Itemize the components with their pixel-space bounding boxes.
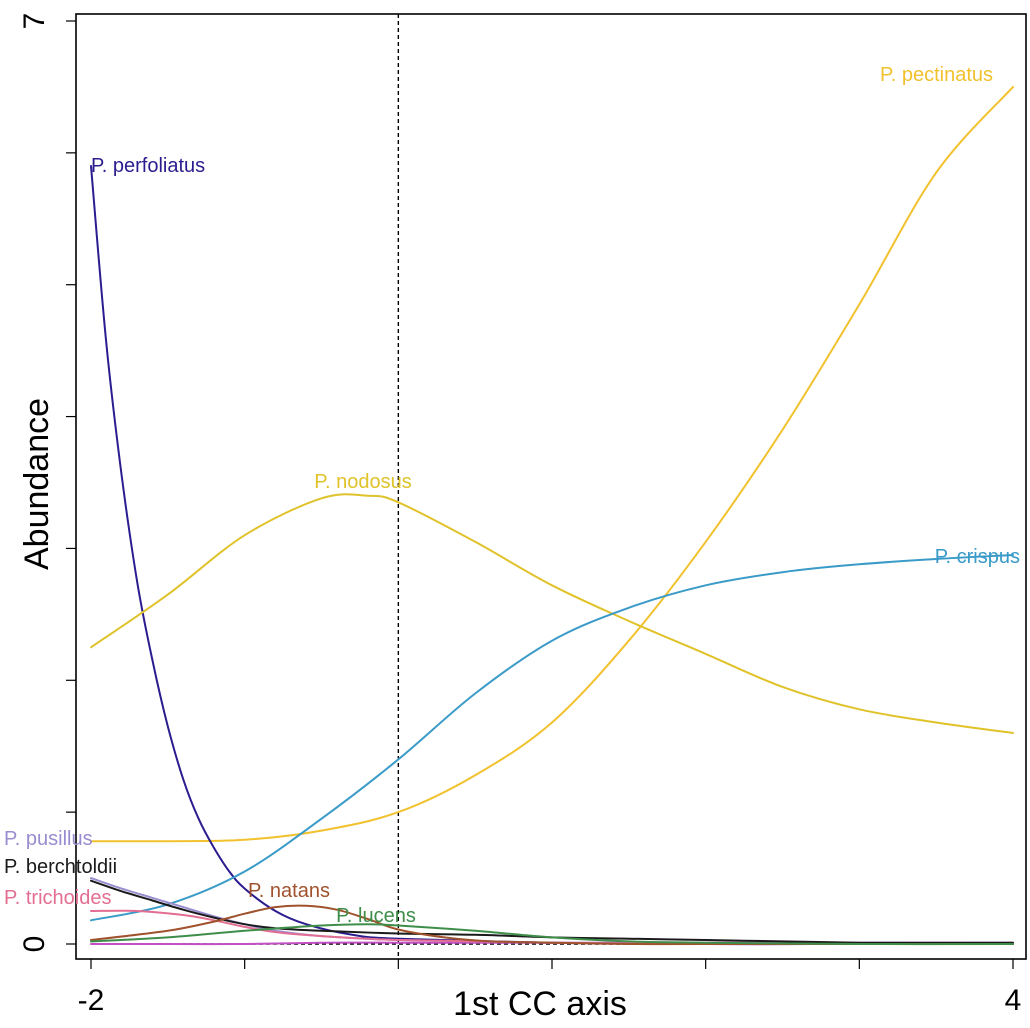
species-label-p-natans: P. natans (248, 880, 330, 902)
y-tick-label: 0 (18, 936, 51, 953)
series-line-p-pusillus (90, 877, 1014, 946)
series-line-p-lucens (90, 923, 1014, 946)
series-line-p-pectinatus (90, 85, 1014, 843)
species-label-p-pusillus: P. pusillus (4, 828, 93, 850)
species-label-p-nodosus: P. nodosus (314, 471, 412, 493)
x-tick-label: 4 (1005, 984, 1022, 1017)
x-tick-label: -2 (78, 984, 105, 1017)
reference-lines-group (91, 14, 1013, 959)
species-label-p-lucens: P. lucens (336, 905, 416, 927)
x-axis-title: 1st CC axis (453, 985, 627, 1023)
species-curves-group (90, 85, 1014, 946)
series-line-p-berchtoldii (90, 879, 1014, 944)
series-line-p-trichoides (90, 909, 1014, 946)
species-labels-group: P. pectinatus P. perfoliatus P. nodosus P. … (4, 64, 1020, 927)
plot-frame-group (75, 13, 1027, 960)
series-line-p-nodosus (90, 493, 1014, 734)
species-label-p-perfoliatus: P. perfoliatus (91, 155, 205, 177)
series-line-p-natans (90, 904, 1014, 946)
series-line-p-perfoliatus (90, 165, 1014, 946)
species-label-p-pectinatus: P. pectinatus (880, 64, 993, 86)
axes-group: 1st CC axis Abundance 0 7 -2 4 (18, 13, 1021, 1023)
species-label-p-crispus: P. crispus (935, 546, 1020, 568)
plot-frame (75, 13, 1027, 960)
series-line-p-crispus (90, 554, 1014, 922)
species-label-p-berchtoldii: P. berchtoldii (4, 856, 117, 878)
y-tick-label: 7 (18, 13, 51, 30)
y-axis-title: Abundance (18, 398, 56, 570)
species-label-p-trichoides: P. trichoides (4, 887, 111, 909)
